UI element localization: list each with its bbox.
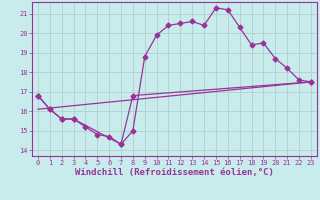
X-axis label: Windchill (Refroidissement éolien,°C): Windchill (Refroidissement éolien,°C) bbox=[75, 168, 274, 177]
